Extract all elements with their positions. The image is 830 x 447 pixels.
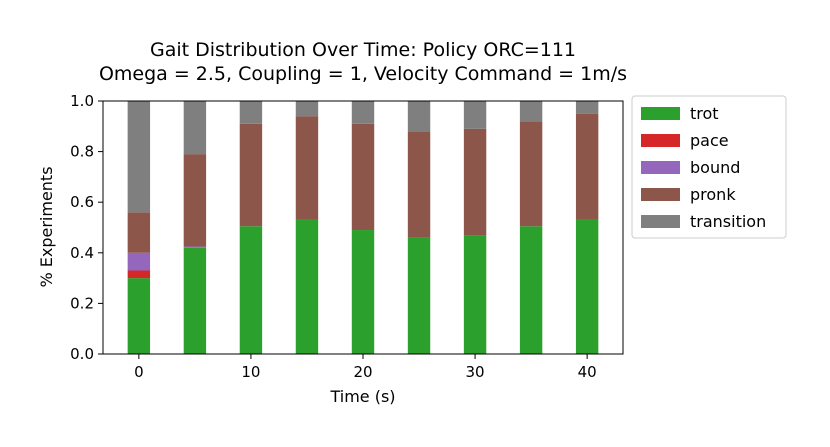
bar-segment-pronk: [407, 131, 431, 238]
x-tick-label: 30: [466, 363, 485, 381]
y-axis-ticks: 0.0 0.2 0.4 0.6 0.8 1.0: [70, 92, 103, 363]
bar-segment-pronk: [295, 116, 319, 220]
x-tick-label: 0: [134, 363, 144, 381]
legend-swatch-transition: [641, 215, 680, 228]
bar-segment-pronk: [127, 212, 151, 253]
bar-segment-trot: [295, 219, 319, 354]
legend-label-transition: transition: [690, 212, 766, 231]
y-tick-label: 0.0: [70, 345, 94, 363]
chart-title: Gait Distribution Over Time: Policy ORC=…: [150, 39, 576, 61]
y-tick-label: 0.6: [70, 193, 94, 211]
bar-segment-transition: [519, 101, 543, 122]
bar-segment-trot: [239, 226, 263, 354]
bar-segment-trot: [351, 230, 375, 354]
y-tick-label: 0.4: [70, 244, 94, 262]
legend-label-bound: bound: [690, 158, 740, 177]
legend-frame: [631, 95, 787, 239]
bar-segment-transition: [295, 101, 319, 117]
bar-segment-pace: [127, 270, 151, 279]
y-tick-label: 0.2: [70, 294, 94, 312]
y-tick-label: 1.0: [70, 92, 94, 110]
bar-segment-pronk: [519, 121, 543, 227]
legend-label-pace: pace: [690, 131, 729, 150]
bar-segment-pronk: [575, 113, 599, 220]
bar-segment-trot: [183, 247, 207, 354]
legend-swatch-trot: [641, 107, 680, 120]
bar-segment-transition: [407, 101, 431, 132]
bar-stacks: [127, 101, 599, 354]
y-axis-label: % Experiments: [37, 166, 56, 287]
plot-frame: [102, 100, 624, 355]
bar-segment-pronk: [351, 123, 375, 231]
bar-segment-transition: [239, 101, 263, 124]
legend: trot pace bound pronk transition: [631, 95, 787, 239]
bar-segment-trot: [463, 235, 487, 354]
chart-subtitle: Omega = 2.5, Coupling = 1, Velocity Comm…: [99, 63, 627, 85]
bar-segment-trot: [519, 226, 543, 354]
y-tick-label: 0.8: [70, 143, 94, 161]
bar-segment-transition: [183, 101, 207, 155]
bar-segment-bound: [127, 252, 151, 271]
legend-label-pronk: pronk: [690, 185, 736, 204]
bar-segment-transition: [575, 101, 599, 114]
bar-segment-transition: [127, 101, 151, 213]
legend-label-trot: trot: [690, 104, 719, 123]
bar-segment-bound: [183, 246, 207, 248]
x-axis-ticks: 0 10 20 30 40: [134, 354, 597, 381]
bar-segment-pronk: [239, 123, 263, 227]
bar-segment-pronk: [463, 128, 487, 236]
x-axis-label: Time (s): [329, 387, 395, 406]
bar-segment-trot: [575, 219, 599, 354]
x-tick-label: 20: [353, 363, 372, 381]
legend-swatch-pronk: [641, 188, 680, 201]
bar-segment-transition: [463, 101, 487, 129]
bar-segment-pronk: [183, 154, 207, 247]
bar-segment-trot: [407, 237, 431, 354]
x-tick-label: 40: [578, 363, 597, 381]
legend-swatch-pace: [641, 134, 680, 147]
x-tick-label: 10: [241, 363, 260, 381]
bar-segment-transition: [351, 101, 375, 124]
legend-swatch-bound: [641, 161, 680, 174]
bar-segment-trot: [127, 278, 151, 354]
